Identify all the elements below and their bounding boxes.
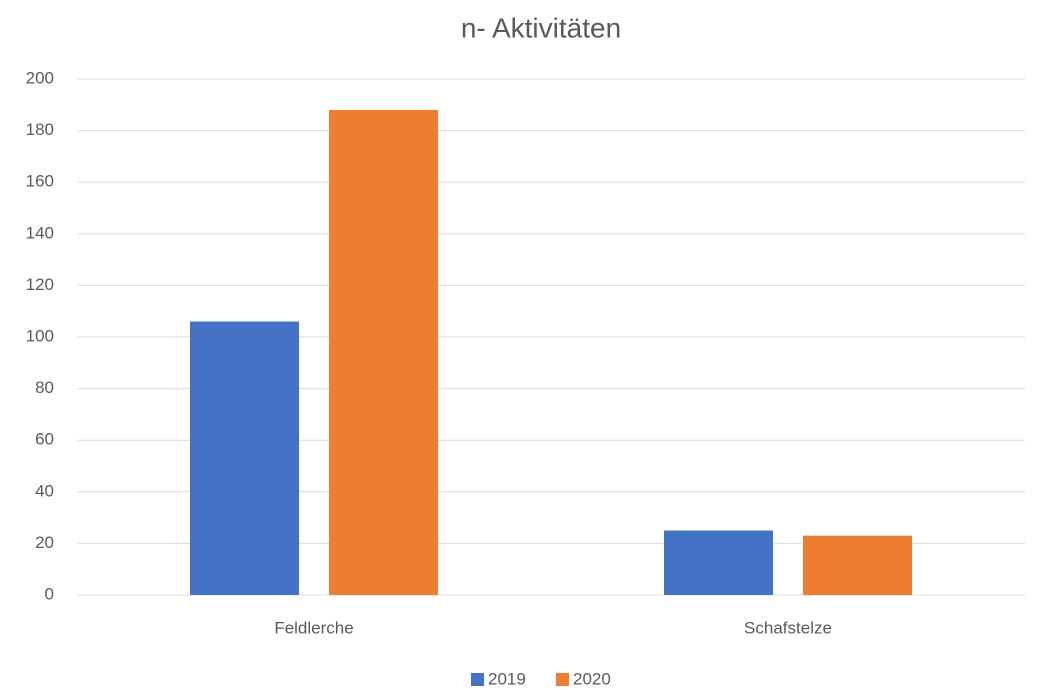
y-tick-label: 120 bbox=[26, 275, 54, 294]
bar bbox=[190, 321, 299, 595]
y-tick-label: 100 bbox=[26, 326, 54, 345]
chart-title: n- Aktivitäten bbox=[461, 12, 621, 43]
legend-label: 2020 bbox=[573, 669, 611, 688]
x-tick-label: Feldlerche bbox=[274, 618, 353, 637]
y-tick-label: 180 bbox=[26, 120, 54, 139]
y-tick-label: 200 bbox=[26, 68, 54, 87]
y-tick-label: 0 bbox=[45, 584, 54, 603]
bar bbox=[803, 535, 912, 595]
y-tick-label: 60 bbox=[35, 430, 54, 449]
legend-swatch bbox=[471, 673, 484, 686]
y-tick-label: 80 bbox=[35, 378, 54, 397]
y-tick-label: 20 bbox=[35, 533, 54, 552]
y-tick-label: 160 bbox=[26, 172, 54, 191]
y-tick-label: 140 bbox=[26, 223, 54, 242]
legend-label: 2019 bbox=[488, 669, 526, 688]
bar bbox=[664, 530, 773, 595]
bar bbox=[329, 109, 438, 596]
x-tick-label: Schafstelze bbox=[744, 618, 832, 637]
y-tick-label: 40 bbox=[35, 481, 54, 500]
legend-swatch bbox=[556, 673, 569, 686]
